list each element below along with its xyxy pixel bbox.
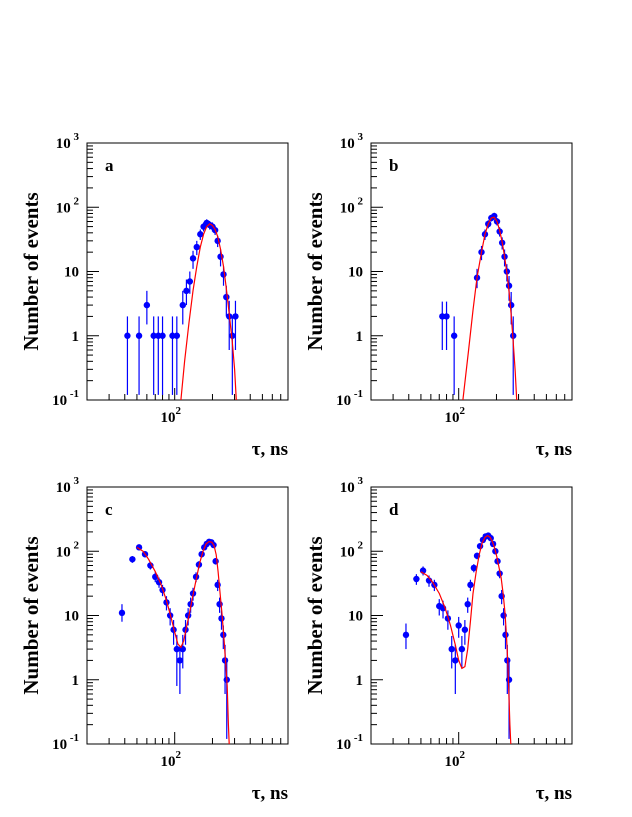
data-point [464,600,471,608]
panel-label: c [105,500,113,519]
panel-label: a [105,156,114,175]
plot-content [439,212,518,400]
data-point [186,278,194,285]
data-point [118,609,126,617]
y-tick-label: 10 [64,609,79,625]
data-point [232,313,239,320]
x-axis-label: τ, ns [252,439,288,460]
data-point [470,564,478,572]
data-point [124,332,131,339]
y-tick-label: 10 2 [56,195,80,216]
data-point [212,558,219,565]
panel-d: 10 -1 1 10 10 2 10 3 102 τ, ns Number of events… [303,475,573,804]
y-tick-label: 10 3 [340,131,364,152]
plot-content [124,219,239,400]
x-tick-label: 102 [160,405,181,426]
y-tick-label: 10 3 [56,475,80,496]
data-point [220,271,227,278]
fit-curve [180,223,237,400]
y-tick-label: 10 [64,265,79,281]
plot-content [118,538,230,744]
fit-curve [136,540,230,744]
data-point [455,622,462,629]
y-tick-label: 10 2 [340,195,364,216]
fit-curve [420,534,512,744]
data-point [173,645,181,653]
data-point [450,332,458,339]
data-point [135,332,143,339]
data-point [461,626,469,633]
data-point [189,255,197,262]
data-point [402,631,410,639]
y-axis-label: Number of events [303,192,327,350]
data-point [147,562,154,569]
data-point [179,301,186,309]
data-point [159,332,166,339]
data-point [229,332,236,339]
x-tick-label: 102 [160,749,181,770]
data-point [129,556,136,563]
x-axis-label: τ, ns [536,783,572,804]
y-tick-label: 10 2 [56,539,80,560]
data-point [452,657,459,664]
panel-label: b [389,156,398,175]
y-tick-label: 1 [356,673,364,689]
data-point [150,332,157,339]
fit-curve [462,216,518,400]
data-point [197,231,204,238]
y-axis-label: Number of events [303,536,327,694]
y-tick-label: 10 3 [340,475,364,496]
y-tick-label: 10 -1 [52,732,79,753]
data-point [505,676,513,683]
plot-content [402,532,513,744]
data-point [176,657,184,664]
data-point [173,332,181,339]
y-tick-label: 10 [348,265,363,281]
x-axis-label: τ, ns [536,439,572,460]
y-axis-label: Number of events [19,192,43,350]
data-point [443,313,450,320]
panel-a: 10 -1 1 10 10 2 10 3 102 τ, ns Number of events… [19,131,289,460]
panel-b: 10 -1 1 10 10 2 10 3 102 τ, ns Number of events… [303,131,573,460]
data-point [448,645,455,653]
data-point [143,301,151,309]
plot-frame [370,142,573,401]
y-tick-label: 10 2 [340,539,364,560]
data-point [135,544,143,551]
x-tick-label: 102 [444,405,465,426]
y-tick-label: 10 -1 [52,388,79,409]
data-point [467,581,474,589]
data-point [218,615,225,622]
y-tick-label: 10 -1 [336,732,363,753]
y-axis-label: Number of events [19,536,43,694]
data-point [507,301,515,309]
data-point [183,287,190,295]
data-point [502,631,509,639]
y-tick-label: 10 [348,609,363,625]
data-point [505,282,513,289]
data-point [223,293,230,301]
x-axis-label: τ, ns [252,783,288,804]
data-point [193,243,200,251]
y-tick-label: 10 -1 [336,388,363,409]
x-tick-label: 102 [444,749,465,770]
plot-frame [86,142,289,401]
panel-c: 10 -1 1 10 10 2 10 3 102 τ, ns Number of events… [19,475,289,804]
data-point [458,645,466,653]
y-tick-label: 1 [356,329,364,345]
y-tick-label: 1 [72,673,80,689]
y-tick-label: 10 3 [56,131,80,152]
data-point [413,575,420,583]
panel-label: d [389,500,399,519]
y-tick-label: 1 [72,329,80,345]
